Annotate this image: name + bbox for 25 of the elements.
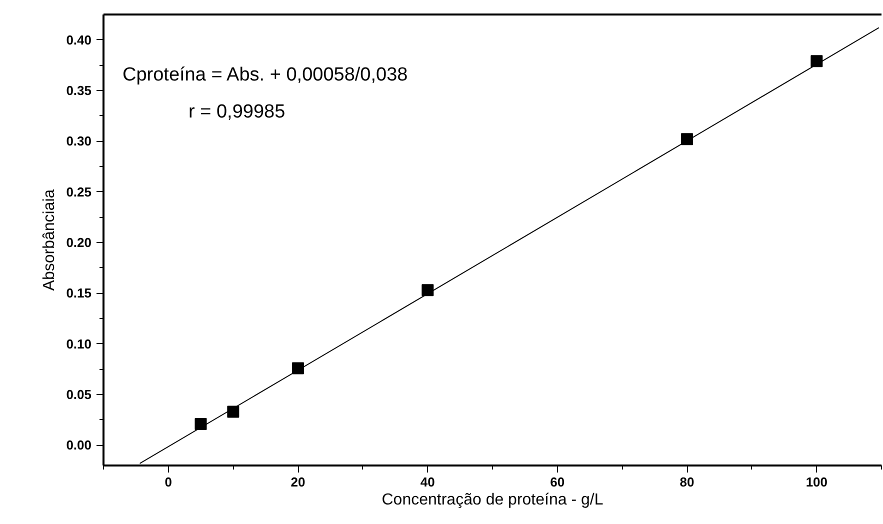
y-tick-label: 0.35 [66,83,92,98]
point [227,406,240,418]
x-tick-label: 60 [550,474,565,490]
y-tick-label: 0.00 [66,438,92,453]
x-axis-title: Concentração de proteína - g/L [382,492,604,508]
x-tick-label: 80 [680,474,694,490]
x-tick-label: 100 [806,474,828,490]
point [292,362,304,374]
x-tick-label: 0 [164,474,172,490]
y-tick-label: 0.40 [66,32,92,48]
x-tick-label: 40 [420,474,435,490]
point [422,284,434,296]
point [810,55,823,68]
y-tick-label: 0.05 [66,387,92,402]
y-tick-label: 0.30 [66,134,92,149]
annotation: r = 0,99985 [188,102,286,122]
point [681,133,693,146]
y-tick-label: 0.10 [66,336,92,352]
y-tick-label: 0.20 [66,235,92,250]
x-tick-label: 20 [290,474,306,490]
point [194,418,207,430]
y-tick-label: 0.15 [66,286,92,301]
y-tick-label: 0.25 [66,184,92,200]
y-axis-title: Absorbânciaia [41,189,58,291]
annotation: Cproteína = Abs. + 0,00058/0,038 [122,64,408,86]
